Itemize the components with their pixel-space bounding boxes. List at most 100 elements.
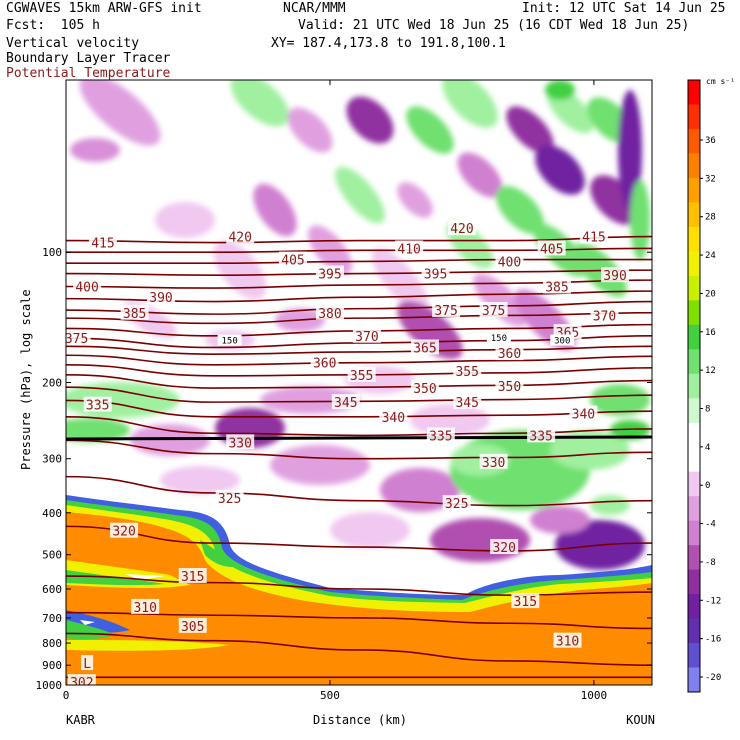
y-tick-label: 100 <box>42 246 62 259</box>
theta-contour-350 <box>66 374 652 389</box>
colorbar-label: 8 <box>705 405 710 415</box>
x-tick-label: 500 <box>320 689 340 702</box>
theta-label-bg <box>315 265 344 281</box>
theta-contour-385 <box>66 300 652 315</box>
theta-label: 330 <box>228 436 251 451</box>
theta-label-bg <box>83 396 112 412</box>
theta-label-bg <box>479 302 508 318</box>
colorbar-swatch <box>688 447 700 473</box>
theta-label: 370 <box>593 309 616 324</box>
x-tick-label: 0 <box>63 689 70 702</box>
theta-label: 330 <box>482 456 505 471</box>
colorbar-label: 36 <box>705 136 716 146</box>
theta-label: 400 <box>498 255 521 270</box>
theta-label-bg <box>73 278 102 294</box>
theta-contour-415 <box>66 235 652 244</box>
theta-contour-320 <box>66 525 652 552</box>
theta-contour-400 <box>66 269 652 276</box>
colorbar-swatch <box>688 324 700 350</box>
theta-label-bg <box>81 655 94 671</box>
theta-label: 305 <box>181 620 204 635</box>
theta-label-bg <box>379 408 408 424</box>
x-tick-label: 1000 <box>581 689 608 702</box>
theta-label: 395 <box>424 268 447 283</box>
colorbar-swatch <box>688 471 700 497</box>
theta-label: 320 <box>492 541 515 556</box>
colorbar-label: 16 <box>705 328 716 338</box>
x-axis: 0 500 1000 <box>63 80 607 702</box>
theta-label-bg <box>542 278 571 294</box>
colorbar-label: -4 <box>705 520 716 530</box>
colorbar-swatch <box>688 667 700 693</box>
theta-label-bg <box>527 427 556 443</box>
model-title: CGWAVES 15km ARW-GFS init <box>6 1 202 16</box>
theta-label-bg <box>226 228 255 244</box>
colorbar-swatch <box>688 177 700 203</box>
colorbar-swatch <box>688 349 700 375</box>
theta-label: 325 <box>218 492 241 507</box>
theta-label: 385 <box>123 307 146 322</box>
theta-label: 340 <box>572 408 595 423</box>
theta-label: 360 <box>498 347 521 362</box>
field-vertical-velocity: Vertical velocity <box>6 36 140 51</box>
theta-label: 302 <box>70 676 93 691</box>
theta-contour-330 <box>66 439 652 460</box>
theta-label-bg <box>479 453 508 469</box>
theta-label: 365 <box>413 341 436 356</box>
colorbar-swatch <box>688 226 700 252</box>
theta-label-bg <box>601 267 630 283</box>
y-axis-title: Pressure (hPa), log scale <box>19 289 33 470</box>
theta-contour-360 <box>66 354 652 366</box>
colorbar-swatch <box>688 422 700 448</box>
theta-label-bg <box>426 427 455 443</box>
init-time: Init: 12 UTC Sat 14 Jun 25 <box>522 1 726 16</box>
cross-section-coords: XY= 187.4,173.8 to 191.8,100.1 <box>271 36 506 51</box>
tracer-label-bg <box>486 332 511 344</box>
y-tick-label: 300 <box>42 453 62 466</box>
colorbar-swatch <box>688 80 700 105</box>
theta-label: 415 <box>91 237 114 252</box>
theta-label-bg <box>447 220 476 236</box>
field-potential-temperature: Potential Temperature <box>6 66 171 81</box>
tracer-label: 300 <box>554 337 570 347</box>
theta-label-bg <box>579 228 608 244</box>
y-tick-label: 200 <box>42 377 62 390</box>
theta-label: L <box>83 657 91 672</box>
theta-label-bg <box>537 240 566 256</box>
theta-label-bg <box>352 327 381 343</box>
theta-label-bg <box>495 345 524 361</box>
theta-label: 315 <box>181 570 204 585</box>
theta-label-bg <box>110 522 139 538</box>
theta-contour-405 <box>66 258 652 264</box>
endpoint-left: KABR <box>66 713 96 727</box>
theta-label: 335 <box>429 429 452 444</box>
theta-label: 375 <box>434 304 457 319</box>
colorbar-label: 0 <box>705 481 710 491</box>
theta-label: 410 <box>397 242 420 257</box>
theta-label-bg <box>395 240 424 256</box>
theta-label-bg <box>279 251 308 267</box>
colorbar-swatch <box>688 373 700 399</box>
theta-label: 350 <box>498 380 521 395</box>
theta-label: 390 <box>149 291 172 306</box>
theta-label-bg <box>490 539 519 555</box>
colorbar-swatch <box>688 202 700 228</box>
theta-label-bg <box>315 304 344 320</box>
theta-label: 375 <box>65 332 88 347</box>
theta-contour-310 <box>66 611 652 630</box>
colorbar-label: 32 <box>705 174 716 184</box>
organization: NCAR/MMM <box>283 1 346 16</box>
theta-label-bg <box>511 593 540 609</box>
theta-label: 380 <box>318 307 341 322</box>
boundary-layer-tracer-line <box>65 435 653 441</box>
theta-label: 420 <box>450 222 473 237</box>
theta-contour-345 <box>66 386 652 403</box>
theta-label: 375 <box>482 304 505 319</box>
theta-label-bg <box>453 362 482 378</box>
y-tick-label: 600 <box>42 583 62 596</box>
theta-label-bg <box>147 289 176 305</box>
x-axis-title: Distance (km) <box>313 713 407 727</box>
colorbar-swatch <box>688 153 700 179</box>
forecast-hour: Fcst: 105 h <box>6 18 100 33</box>
